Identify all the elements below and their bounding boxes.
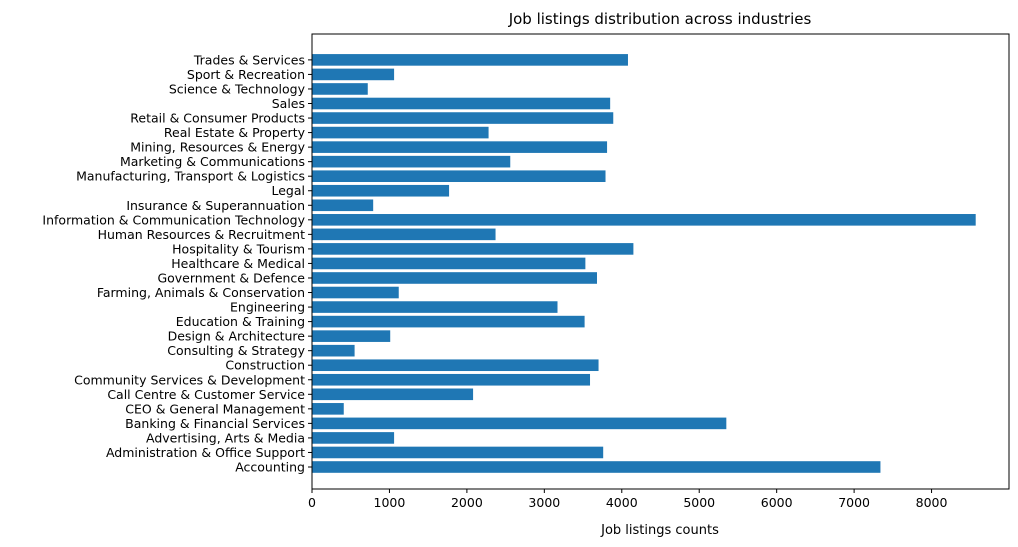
y-tick-label: CEO & General Management — [125, 401, 305, 416]
bar — [312, 214, 976, 226]
y-tick-label: Healthcare & Medical — [171, 256, 305, 271]
bar — [312, 68, 395, 81]
y-tick-label: Legal — [271, 183, 305, 198]
bar — [312, 97, 611, 110]
bar — [312, 330, 391, 342]
bar — [312, 155, 511, 168]
y-tick-label: Hospitality & Tourism — [172, 241, 305, 256]
y-tick-label: Manufacturing, Transport & Logistics — [76, 169, 305, 184]
y-tick-label: Engineering — [230, 300, 305, 315]
bar — [312, 446, 604, 459]
y-tick-label: Marketing & Communications — [120, 154, 305, 169]
x-tick-label: 2000 — [451, 495, 483, 510]
bar — [312, 228, 496, 241]
x-axis-label: Job listings counts — [600, 523, 719, 538]
bar — [312, 272, 597, 284]
y-tick-label: Insurance & Superannuation — [126, 198, 305, 213]
y-tick-label: Retail & Consumer Products — [130, 111, 305, 126]
y-tick-label: Sales — [272, 96, 305, 111]
bar — [312, 170, 606, 182]
bar — [312, 83, 368, 95]
y-tick-label: Sport & Recreation — [187, 67, 305, 82]
x-tick-label: 4000 — [606, 495, 638, 510]
y-tick-label: Information & Communication Technology — [42, 212, 305, 227]
y-tick-label: Trades & Services — [193, 52, 305, 67]
x-tick-label: 5000 — [683, 495, 715, 510]
y-tick-label: Real Estate & Property — [164, 125, 306, 140]
x-tick-label: 1000 — [374, 495, 406, 510]
y-tick-label: Construction — [225, 358, 305, 373]
bar — [312, 344, 355, 357]
y-tick-label: Farming, Animals & Conservation — [97, 285, 305, 300]
y-tick-label: Education & Training — [176, 314, 305, 329]
bar — [312, 301, 558, 313]
bar — [312, 126, 489, 139]
x-tick-label: 7000 — [838, 495, 870, 510]
bar — [312, 373, 591, 386]
bar — [312, 257, 586, 270]
bar — [312, 403, 344, 415]
bar — [312, 461, 881, 473]
bar — [312, 359, 599, 372]
x-tick-label: 8000 — [916, 495, 948, 510]
bars-group — [312, 54, 976, 473]
bar — [312, 112, 614, 124]
bar — [312, 417, 727, 430]
y-tick-label: Science & Technology — [169, 81, 306, 96]
chart-title: Job listings distribution across industr… — [508, 10, 812, 28]
x-tick-label: 6000 — [761, 495, 793, 510]
bar — [312, 184, 450, 197]
y-tick-label: Call Centre & Customer Service — [107, 387, 305, 402]
y-tick-label: Mining, Resources & Energy — [130, 140, 305, 155]
y-tick-label: Accounting — [235, 460, 305, 475]
y-tick-label: Government & Defence — [157, 270, 305, 285]
y-tick-label: Advertising, Arts & Media — [146, 430, 305, 445]
x-tick-label: 3000 — [528, 495, 560, 510]
bar — [312, 388, 474, 401]
x-axis-ticks: 0 1000 2000 3000 4000 5000 6000 7000 8000 — [308, 489, 948, 510]
y-tick-label: Administration & Office Support — [106, 445, 305, 460]
plot-frame — [311, 33, 1010, 490]
y-tick-label: Community Services & Development — [74, 372, 305, 387]
y-tick-label: Design & Architecture — [168, 329, 306, 344]
bar — [312, 199, 374, 212]
y-tick-label: Human Resources & Recruitment — [98, 227, 305, 242]
bar — [312, 286, 399, 299]
y-tick-label: Banking & Financial Services — [125, 416, 305, 431]
bar — [312, 315, 585, 328]
bar — [312, 54, 628, 66]
x-tick-label: 0 — [308, 495, 316, 510]
bar — [312, 243, 634, 255]
y-tick-label: Consulting & Strategy — [167, 343, 305, 358]
bar — [312, 432, 395, 444]
bar — [312, 141, 608, 153]
